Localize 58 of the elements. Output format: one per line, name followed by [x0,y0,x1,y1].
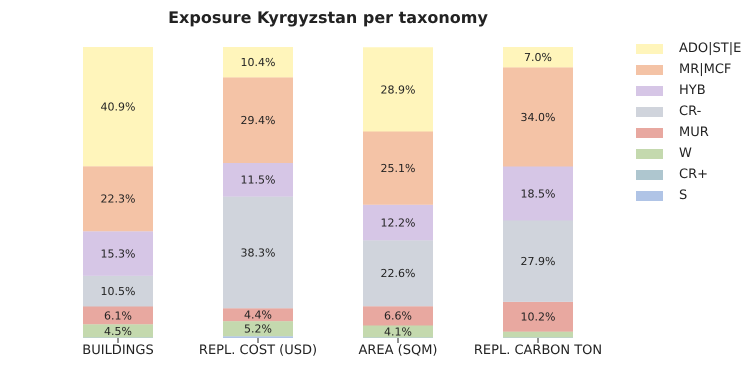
data-label: 22.6% [380,267,416,280]
legend-label: S [679,188,688,203]
bar [223,321,293,336]
legend-label: W [679,146,692,161]
bar [363,204,433,240]
data-label: 28.9% [380,83,416,96]
bar [223,196,293,308]
bar [83,276,153,307]
data-label: 10.2% [520,310,556,324]
data-label: 7.0% [524,51,552,64]
data-label: 6.1% [104,309,132,322]
bar [503,332,573,338]
bar [83,47,153,166]
x-tick-label: BUILDINGS [82,343,154,358]
bar [503,166,573,220]
data-label: 10.4% [240,56,276,70]
chart-title: Exposure Kyrgyzstan per taxonomy [167,8,489,27]
data-label: 5.2% [244,322,272,336]
bar [503,220,573,302]
legend-label: MR|MCF [679,62,732,77]
bar [363,306,433,326]
bar [223,47,293,78]
x-tick-label: REPL. COST (USD) [198,343,318,358]
bar [503,302,573,332]
bar [363,325,433,338]
data-label: 29.4% [240,114,276,128]
bar [223,77,293,164]
legend-label: CR+ [679,167,708,182]
data-label: 40.9% [100,100,136,114]
legend-label: CR- [679,104,702,119]
data-label: 11.5% [240,174,276,187]
bar [363,132,433,205]
data-label: 4.1% [384,325,412,338]
data-label: 38.3% [240,246,276,260]
data-label: 18.5% [520,187,556,200]
data-label: 15.3% [100,247,136,260]
legend-label: ADO|ST|E [679,41,742,56]
bar [223,163,293,197]
legend-label: HYB [679,83,706,98]
data-label: 25.1% [380,162,416,176]
x-tick-label: REPL. CARBON TON [474,343,602,358]
bar [503,47,573,68]
data-label: 34.0% [520,110,556,124]
bar [83,231,153,276]
bar [363,47,433,132]
data-label: 12.2% [380,216,416,230]
data-label: 4.4% [244,308,272,322]
bar [83,166,153,232]
bar [363,240,433,306]
legend-label: MUR [679,125,709,140]
x-tick-label: AREA (SQM) [358,343,438,358]
data-label: 27.9% [520,255,556,268]
data-label: 6.6% [384,310,412,323]
bar [83,306,153,324]
data-label: 10.5% [100,285,136,298]
data-label: 4.5% [104,324,132,338]
data-label: 22.3% [100,192,136,206]
bar [503,67,573,167]
